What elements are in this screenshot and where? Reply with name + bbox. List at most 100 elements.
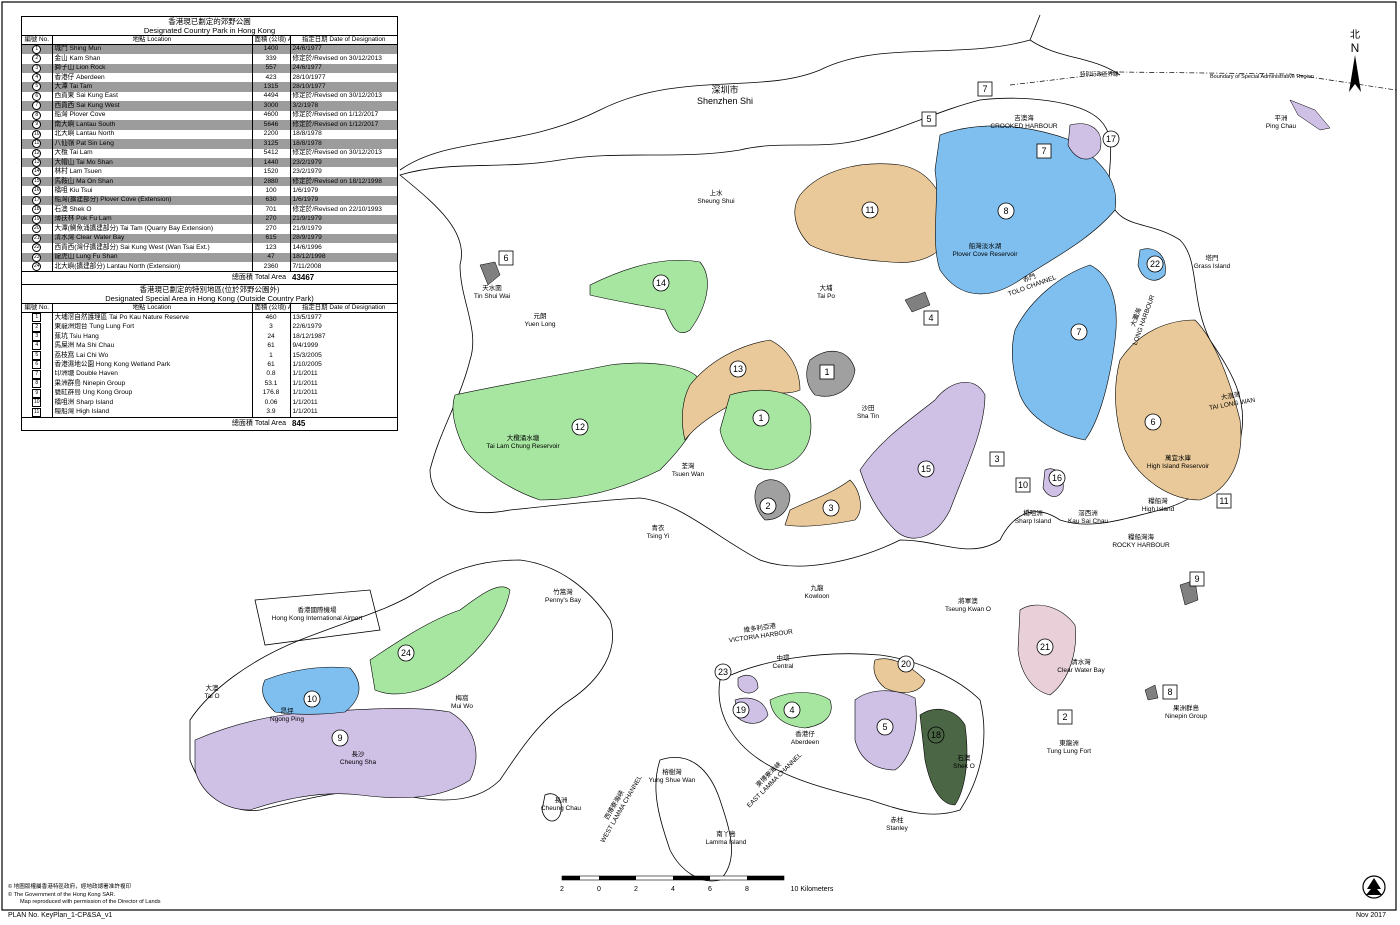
legend-cell-date: 修定於/Revised on 1/12/2017 — [290, 110, 397, 121]
place-label-en: Clear Water Bay — [1057, 667, 1105, 674]
legend-cell-number: 17 — [22, 195, 53, 206]
park-6-sai-kung-east — [1115, 319, 1242, 501]
place-label-en: Tseung Kwan O — [945, 606, 991, 613]
svg-text:12: 12 — [575, 422, 585, 432]
place-label-en: Penny's Bay — [545, 597, 582, 604]
legend-cell-area: 339 — [252, 54, 291, 64]
legend-cell-area: 423 — [252, 72, 291, 83]
legend-row: 15 馬鞍山 Ma On Shan 2880 修定於/Revised on 18/12… — [22, 176, 397, 187]
legend-cell-date: 1/6/1979 — [290, 186, 397, 196]
marker-special-7b: 7 — [1036, 143, 1052, 159]
place-label-en: Sheung Shui — [697, 198, 734, 205]
park-23-lung-fu-shan — [737, 675, 759, 694]
afcd-logo — [1362, 875, 1386, 899]
place-label-en: High Island Reservoir — [1147, 463, 1210, 470]
legend-cell-number: 4 — [22, 72, 53, 83]
legend-cell-number: 6 — [22, 360, 53, 370]
legend-cell-date: 1/10/2005 — [290, 360, 397, 370]
legend-row: 8 船灣 Plover Cove 4600 修定於/Revised on 1/12/2… — [22, 110, 397, 121]
legend-cell-number: 11 — [22, 407, 53, 418]
legend-cell-loc: 薄扶林 Pok Fu Lam — [52, 214, 253, 225]
legend-cell-loc: 城門 Shing Mun — [52, 44, 253, 55]
place-label-zh: 香港仔 — [795, 729, 815, 738]
place-label-zh: 平洲 — [1275, 114, 1288, 122]
place-label-zh: 深圳市 — [711, 84, 738, 95]
special-area-rows: 1 大埔滘自然護理區 Tai Po Kau Nature Reserve 460 13… — [22, 312, 397, 418]
legend-cell-loc: 船灣(擴建部分) Plover Cove (Extension) — [52, 195, 253, 206]
lantau-coast — [189, 559, 613, 812]
legend-cell-number: 23 — [22, 252, 53, 263]
legend-cell-area: 100 — [252, 186, 291, 196]
svg-text:14: 14 — [656, 278, 666, 288]
place-label-en: EAST LAMMA CHANNEL — [746, 752, 804, 810]
place-label-en: WEST LAMMA CHANNEL — [600, 774, 644, 844]
place-label-en: Central — [773, 663, 795, 670]
legend-cell-loc: 香港仔 Aberdeen — [52, 72, 253, 83]
legend-cell-loc: 橋咀 Kiu Tsui — [52, 186, 253, 196]
legend-cell-area: 0.8 — [252, 369, 291, 380]
legend-row-number: 23 — [32, 252, 42, 262]
legend-cell-date: 24/6/1977 — [290, 44, 397, 55]
svg-text:18: 18 — [931, 730, 941, 740]
marker-park-7: 7 — [1070, 323, 1088, 341]
legend-cell-date: 1/1/2011 — [290, 388, 397, 399]
legend-cell-date: 22/6/1979 — [290, 322, 397, 332]
legend-cell-loc: 甕缸群島 Ung Kong Group — [52, 388, 253, 399]
legend-row-number: 19 — [32, 214, 42, 224]
place-label-en: Kowloon — [805, 593, 830, 600]
svg-text:6: 6 — [1150, 417, 1155, 427]
legend-row-number: 12 — [32, 148, 42, 158]
boundary-label-zh: 特別行政區界線 — [1080, 70, 1119, 78]
place-label-en: Sharp Island — [1015, 518, 1052, 525]
legend-cell-area: 3125 — [252, 139, 291, 149]
place-label-en: CROOKED HARBOUR — [990, 123, 1057, 130]
place-label-en: Tsing Yi — [647, 533, 669, 540]
legend-row-number: 5 — [32, 350, 42, 360]
legend-row-number: 10 — [32, 398, 42, 408]
marker-park-6: 6 — [1144, 413, 1162, 431]
country-park-title-en: Designated Country Park in Hong Kong — [143, 26, 276, 35]
svg-text:7: 7 — [1041, 146, 1046, 156]
legend-cell-number: 7 — [22, 101, 53, 111]
svg-text:2: 2 — [1062, 712, 1067, 722]
legend-cell-area: 1315 — [252, 82, 291, 92]
legend-row: 16 橋咀 Kiu Tsui 100 1/6/1979 — [22, 186, 397, 196]
park-24-lantau-north-ext — [369, 586, 511, 695]
park-10-lantau-north — [262, 666, 360, 715]
place-label-en: Ngong Ping — [270, 716, 304, 723]
marker-park-24: 24 — [397, 644, 415, 662]
place-label-en: Tung Lung Fort — [1047, 748, 1091, 755]
legend-row-number: 11 — [32, 139, 42, 149]
legend-cell-number: 16 — [22, 186, 53, 196]
legend-cell-number: 10 — [22, 398, 53, 408]
country-park-total-label: 總面積 Total Area — [22, 271, 290, 285]
legend-cell-number: 12 — [22, 148, 53, 159]
new-territories-coast — [399, 97, 1244, 567]
legend-cell-loc: 船灣 Plover Cove — [52, 110, 253, 121]
legend-cell-number: 5 — [22, 350, 53, 361]
legend-row: 23 龍虎山 Lung Fu Shan 47 18/12/1998 — [22, 252, 397, 263]
legend-cell-date: 24/6/1977 — [290, 63, 397, 73]
legend-cell-date: 1/6/1979 — [290, 195, 397, 206]
park-8-plover-cove — [934, 125, 1117, 295]
svg-text:11: 11 — [865, 205, 874, 215]
marker-special-7a: 7 — [977, 81, 993, 97]
legend-cell-area: 270 — [252, 214, 291, 225]
svg-text:22: 22 — [1150, 259, 1160, 269]
marker-special-9: 9 — [1189, 571, 1205, 587]
place-label-en: Cheung Sha — [340, 759, 377, 766]
legend-cell-area: 557 — [252, 63, 291, 73]
legend-cell-area: 53.1 — [252, 379, 291, 389]
marker-special-6: 6 — [498, 250, 514, 266]
legend-cell-number: 5 — [22, 82, 53, 92]
legend-cell-date: 14/6/1996 — [290, 243, 397, 253]
marker-park-14: 14 — [652, 274, 670, 292]
legend-cell-loc: 大潭 Tai Tam — [52, 82, 253, 92]
